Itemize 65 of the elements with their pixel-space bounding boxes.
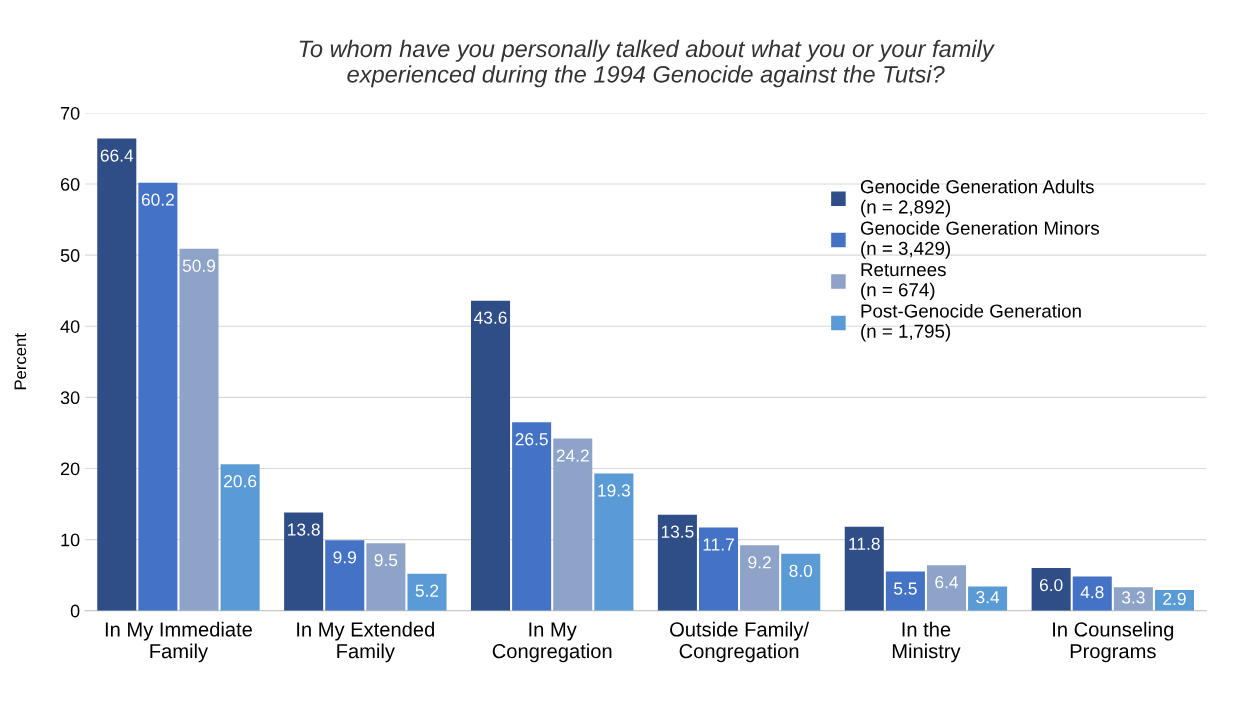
chart-title: To whom have you personally talked about what you or your family experienced during the 1994 Genocide against the Tutsi? bbox=[299, 39, 995, 88]
data-label: 6.0 bbox=[1039, 578, 1063, 592]
x-tick-label: In Counseling Programs bbox=[1053, 621, 1174, 663]
data-label: 60.2 bbox=[141, 193, 174, 206]
bar bbox=[97, 138, 137, 611]
bar bbox=[594, 473, 634, 611]
bar bbox=[220, 464, 260, 611]
data-label: 6.4 bbox=[935, 576, 959, 589]
data-label: 8.0 bbox=[789, 564, 813, 577]
y-axis-title: Percent bbox=[14, 333, 27, 390]
x-tick-label: In My Congregation bbox=[492, 622, 612, 663]
data-label: 11.7 bbox=[703, 538, 734, 551]
bar bbox=[657, 514, 697, 611]
data-label: 50.9 bbox=[182, 259, 216, 272]
x-tick-label: In My Extended Family bbox=[297, 621, 434, 663]
data-label: 9.2 bbox=[748, 556, 771, 569]
bar bbox=[1072, 576, 1112, 611]
bar bbox=[138, 182, 178, 611]
y-tick-label: 70 bbox=[60, 106, 80, 120]
data-label: 24.2 bbox=[556, 449, 589, 462]
bar bbox=[698, 527, 739, 611]
bar bbox=[844, 526, 884, 611]
bar bbox=[885, 571, 925, 611]
y-tick-label: 50 bbox=[60, 249, 80, 262]
data-label: 3.4 bbox=[976, 590, 1000, 604]
y-tick-label: 0 bbox=[70, 604, 80, 618]
legend-label: Returnees (n = 674) bbox=[861, 263, 946, 301]
legend-label: Genocide Generation Minors (n = 3,429) bbox=[860, 221, 1100, 259]
data-label: 4.8 bbox=[1080, 585, 1104, 599]
bar bbox=[325, 540, 365, 611]
x-tick-label: In My Immediate Family bbox=[105, 621, 252, 663]
x-tick-label: Outside Family/ Congregation bbox=[670, 621, 810, 663]
x-tick-label: In the Ministry bbox=[892, 621, 961, 663]
y-tick-label: 30 bbox=[60, 391, 80, 405]
y-tick-label: 20 bbox=[60, 462, 80, 476]
bar bbox=[179, 248, 219, 611]
bar bbox=[470, 300, 511, 611]
legend-label: Post-Genocide Generation (n = 1,795) bbox=[861, 303, 1081, 342]
data-label: 26.5 bbox=[515, 433, 548, 446]
data-label: 9.9 bbox=[333, 551, 356, 564]
data-label: 13.8 bbox=[288, 523, 320, 536]
bar bbox=[553, 438, 593, 611]
data-label: 3.3 bbox=[1121, 591, 1145, 604]
bar bbox=[284, 512, 324, 611]
data-label: 66.4 bbox=[100, 149, 134, 162]
y-tick-label: 60 bbox=[60, 178, 80, 191]
y-tick-label: 40 bbox=[60, 320, 80, 333]
bar bbox=[512, 422, 552, 611]
data-label: 5.5 bbox=[894, 582, 917, 595]
bar bbox=[926, 565, 967, 611]
data-label: 2.9 bbox=[1163, 592, 1186, 606]
data-label: 19.3 bbox=[598, 484, 630, 497]
bar bbox=[781, 553, 821, 611]
data-label: 20.6 bbox=[224, 475, 257, 488]
data-label: 13.5 bbox=[661, 525, 694, 538]
y-tick-label: 10 bbox=[61, 533, 80, 547]
legend-label: Genocide Generation Adults (n = 2,892) bbox=[860, 179, 1094, 218]
data-label: 5.2 bbox=[415, 584, 439, 597]
bar bbox=[740, 545, 780, 611]
bar bbox=[407, 573, 447, 611]
bar bbox=[1031, 568, 1071, 611]
data-label: 43.6 bbox=[474, 311, 507, 324]
data-label: 9.5 bbox=[374, 553, 398, 567]
bar bbox=[366, 543, 406, 611]
data-label: 11.8 bbox=[849, 537, 880, 550]
